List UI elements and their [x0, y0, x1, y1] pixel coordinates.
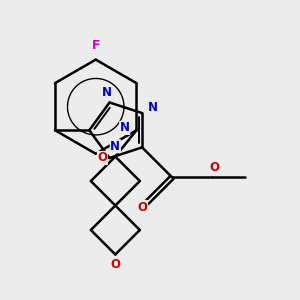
- Text: F: F: [92, 39, 100, 52]
- Text: O: O: [98, 152, 107, 164]
- Text: O: O: [137, 200, 147, 214]
- Text: N: N: [148, 101, 158, 114]
- Text: N: N: [110, 140, 120, 153]
- Text: O: O: [209, 161, 219, 174]
- Text: O: O: [110, 258, 120, 271]
- Text: N: N: [102, 85, 112, 99]
- Text: N: N: [120, 122, 130, 134]
